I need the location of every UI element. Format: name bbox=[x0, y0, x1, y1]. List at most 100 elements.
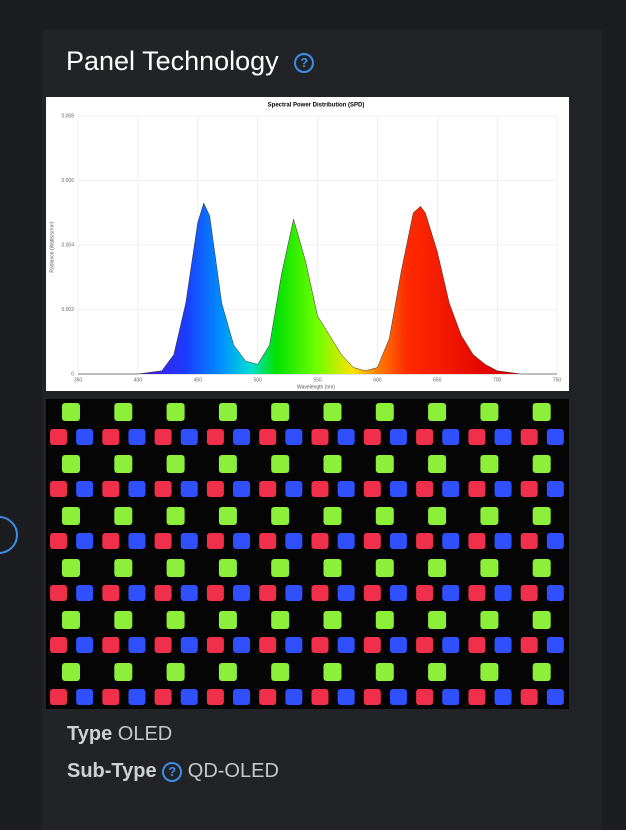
blue-subpixel bbox=[180, 533, 198, 549]
spec-label: Type bbox=[67, 723, 113, 745]
y-tick-label: 0 bbox=[71, 371, 74, 377]
blue-subpixel bbox=[180, 585, 198, 601]
blue-subpixel bbox=[337, 429, 355, 445]
red-subpixel bbox=[468, 533, 486, 549]
blue-subpixel bbox=[442, 689, 460, 705]
blue-subpixel bbox=[337, 689, 355, 705]
green-subpixel bbox=[62, 611, 80, 629]
green-subpixel bbox=[323, 507, 342, 525]
blue-subpixel bbox=[442, 481, 460, 497]
spec-label: Sub-Type bbox=[67, 760, 157, 782]
red-subpixel bbox=[416, 637, 434, 653]
blue-subpixel bbox=[546, 533, 564, 549]
green-subpixel bbox=[271, 559, 290, 577]
green-subpixel bbox=[166, 663, 185, 681]
spd-line bbox=[78, 202, 557, 375]
y-tick-label: 0.004 bbox=[61, 242, 74, 248]
spec-value: OLED bbox=[117, 723, 173, 745]
green-subpixel bbox=[218, 403, 237, 421]
red-subpixel bbox=[102, 429, 120, 445]
green-subpixel bbox=[218, 663, 237, 681]
red-subpixel bbox=[154, 481, 172, 497]
x-tick-label: 450 bbox=[194, 377, 203, 383]
green-subpixel bbox=[375, 455, 394, 473]
green-subpixel bbox=[166, 403, 185, 421]
red-subpixel bbox=[102, 585, 120, 601]
red-subpixel bbox=[363, 689, 381, 705]
green-subpixel bbox=[62, 559, 80, 577]
blue-subpixel bbox=[494, 585, 512, 601]
blue-subpixel bbox=[546, 481, 564, 497]
red-subpixel bbox=[311, 637, 329, 653]
blue-subpixel bbox=[180, 429, 198, 445]
green-subpixel bbox=[532, 663, 551, 681]
blue-subpixel bbox=[494, 481, 512, 497]
y-tick-label: 0.006 bbox=[61, 178, 74, 184]
green-subpixel bbox=[323, 403, 342, 421]
red-subpixel bbox=[50, 585, 67, 601]
green-subpixel bbox=[271, 611, 290, 629]
red-subpixel bbox=[311, 689, 329, 705]
x-tick-label: 750 bbox=[553, 377, 562, 383]
spec-row: Sub-Type ? QD-OLED bbox=[67, 760, 279, 783]
red-subpixel bbox=[468, 637, 486, 653]
red-subpixel bbox=[102, 481, 120, 497]
green-subpixel bbox=[428, 663, 447, 681]
red-subpixel bbox=[154, 585, 172, 601]
help-icon[interactable]: ? bbox=[294, 52, 315, 73]
green-subpixel bbox=[218, 611, 237, 629]
blue-subpixel bbox=[233, 585, 251, 601]
red-subpixel bbox=[520, 481, 538, 497]
blue-subpixel bbox=[128, 689, 146, 705]
blue-subpixel bbox=[76, 481, 94, 497]
red-subpixel bbox=[520, 637, 538, 653]
green-subpixel bbox=[271, 663, 290, 681]
blue-subpixel bbox=[546, 689, 564, 705]
blue-subpixel bbox=[442, 429, 460, 445]
x-tick-label: 400 bbox=[134, 377, 143, 383]
red-subpixel bbox=[468, 585, 486, 601]
red-subpixel bbox=[520, 689, 538, 705]
blue-subpixel bbox=[546, 585, 564, 601]
blue-subpixel bbox=[442, 533, 460, 549]
red-subpixel bbox=[363, 637, 381, 653]
red-subpixel bbox=[259, 481, 277, 497]
red-subpixel bbox=[416, 533, 434, 549]
red-subpixel bbox=[363, 585, 381, 601]
green-subpixel bbox=[480, 507, 499, 525]
green-subpixel bbox=[532, 559, 551, 577]
red-subpixel bbox=[50, 689, 67, 705]
green-subpixel bbox=[428, 507, 447, 525]
blue-subpixel bbox=[389, 481, 407, 497]
blue-subpixel bbox=[546, 637, 564, 653]
blue-subpixel bbox=[233, 533, 251, 549]
green-subpixel bbox=[428, 455, 447, 473]
green-subpixel bbox=[166, 507, 185, 525]
red-subpixel bbox=[206, 533, 224, 549]
blue-subpixel bbox=[233, 481, 251, 497]
blue-subpixel bbox=[546, 429, 564, 445]
red-subpixel bbox=[259, 429, 277, 445]
red-subpixel bbox=[468, 689, 486, 705]
blue-subpixel bbox=[233, 637, 251, 653]
red-subpixel bbox=[50, 533, 67, 549]
blue-subpixel bbox=[128, 585, 146, 601]
green-subpixel bbox=[428, 403, 447, 421]
green-subpixel bbox=[114, 559, 133, 577]
blue-subpixel bbox=[180, 481, 198, 497]
help-icon[interactable]: ? bbox=[162, 761, 183, 782]
x-tick-label: 600 bbox=[373, 377, 382, 383]
blue-subpixel bbox=[180, 689, 198, 705]
green-subpixel bbox=[532, 611, 551, 629]
x-axis-label: Wavelength (nm) bbox=[297, 384, 335, 390]
green-subpixel bbox=[62, 663, 80, 681]
side-button[interactable] bbox=[0, 516, 18, 554]
blue-subpixel bbox=[442, 585, 460, 601]
blue-subpixel bbox=[76, 429, 94, 445]
red-subpixel bbox=[363, 533, 381, 549]
green-subpixel bbox=[375, 611, 394, 629]
green-subpixel bbox=[271, 403, 290, 421]
green-subpixel bbox=[323, 663, 342, 681]
green-subpixel bbox=[480, 663, 499, 681]
red-subpixel bbox=[520, 585, 538, 601]
